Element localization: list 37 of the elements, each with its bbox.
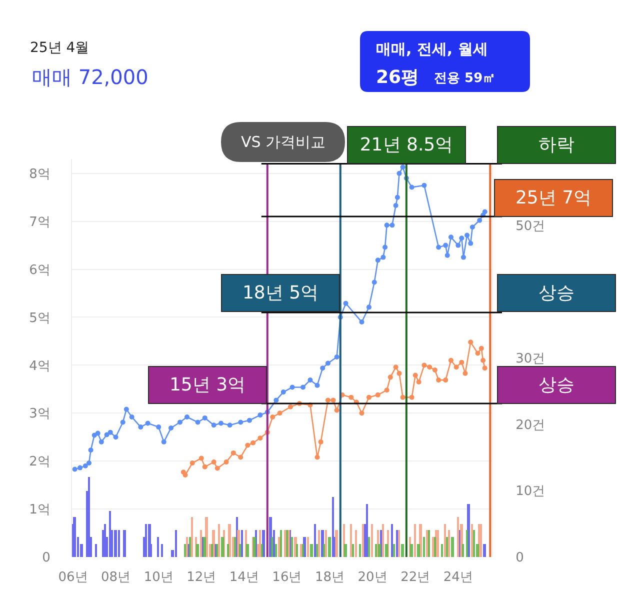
text: VS 가격비교 [241,133,326,151]
text: 매매, 전세, 월세 [376,40,488,58]
chart-title: 25년 4월 [30,40,90,56]
x-tick-label: 12년 [186,570,216,585]
text: 26평 [376,67,420,88]
y2-tick-label: 0 [516,550,524,566]
y-tick-label: 7억 [29,214,50,230]
ref-line-label: 상승 [538,374,574,396]
x-tick-label: 16년 [272,570,302,585]
y2-tick-label: 20건 [516,418,546,433]
y-tick-label: 8억 [29,166,50,182]
ref-line-label: 18년 5억 [242,282,319,304]
y-tick-label: 0 [42,550,50,566]
x-tick-label: 08년 [100,570,131,585]
y-tick-label: 5억 [29,310,50,326]
ref-line-label: 25년 7억 [515,188,592,208]
x-tick-label: 14년 [229,570,259,585]
ref-line-label: 15년 3억 [169,374,246,396]
ref-line-label: 21년 8.5억 [360,134,454,156]
y-tick-label: 6억 [29,262,50,278]
x-tick-label: 24년 [443,570,473,585]
chart-subtitle: 매매 72,000 [32,65,148,89]
x-tick-label: 22년 [400,570,430,585]
x-tick-label: 18년 [315,570,345,585]
y-tick-label: 2억 [29,454,50,470]
y-tick-label: 1억 [29,502,50,518]
y2-tick-label: 50건 [516,218,546,234]
ref-line-label: 상승 [538,282,574,304]
y-tick-label: 4억 [29,358,50,374]
text: 전용 59㎡ [434,71,496,86]
y2-tick-label: 30건 [516,352,546,367]
y2-tick-label: 10건 [516,484,546,500]
x-tick-label: 06년 [58,570,88,585]
y-tick-label: 3억 [29,406,50,422]
x-tick-label: 20년 [358,570,388,585]
x-tick-label: 10년 [144,570,174,585]
ref-line-label: 하락 [538,134,574,156]
